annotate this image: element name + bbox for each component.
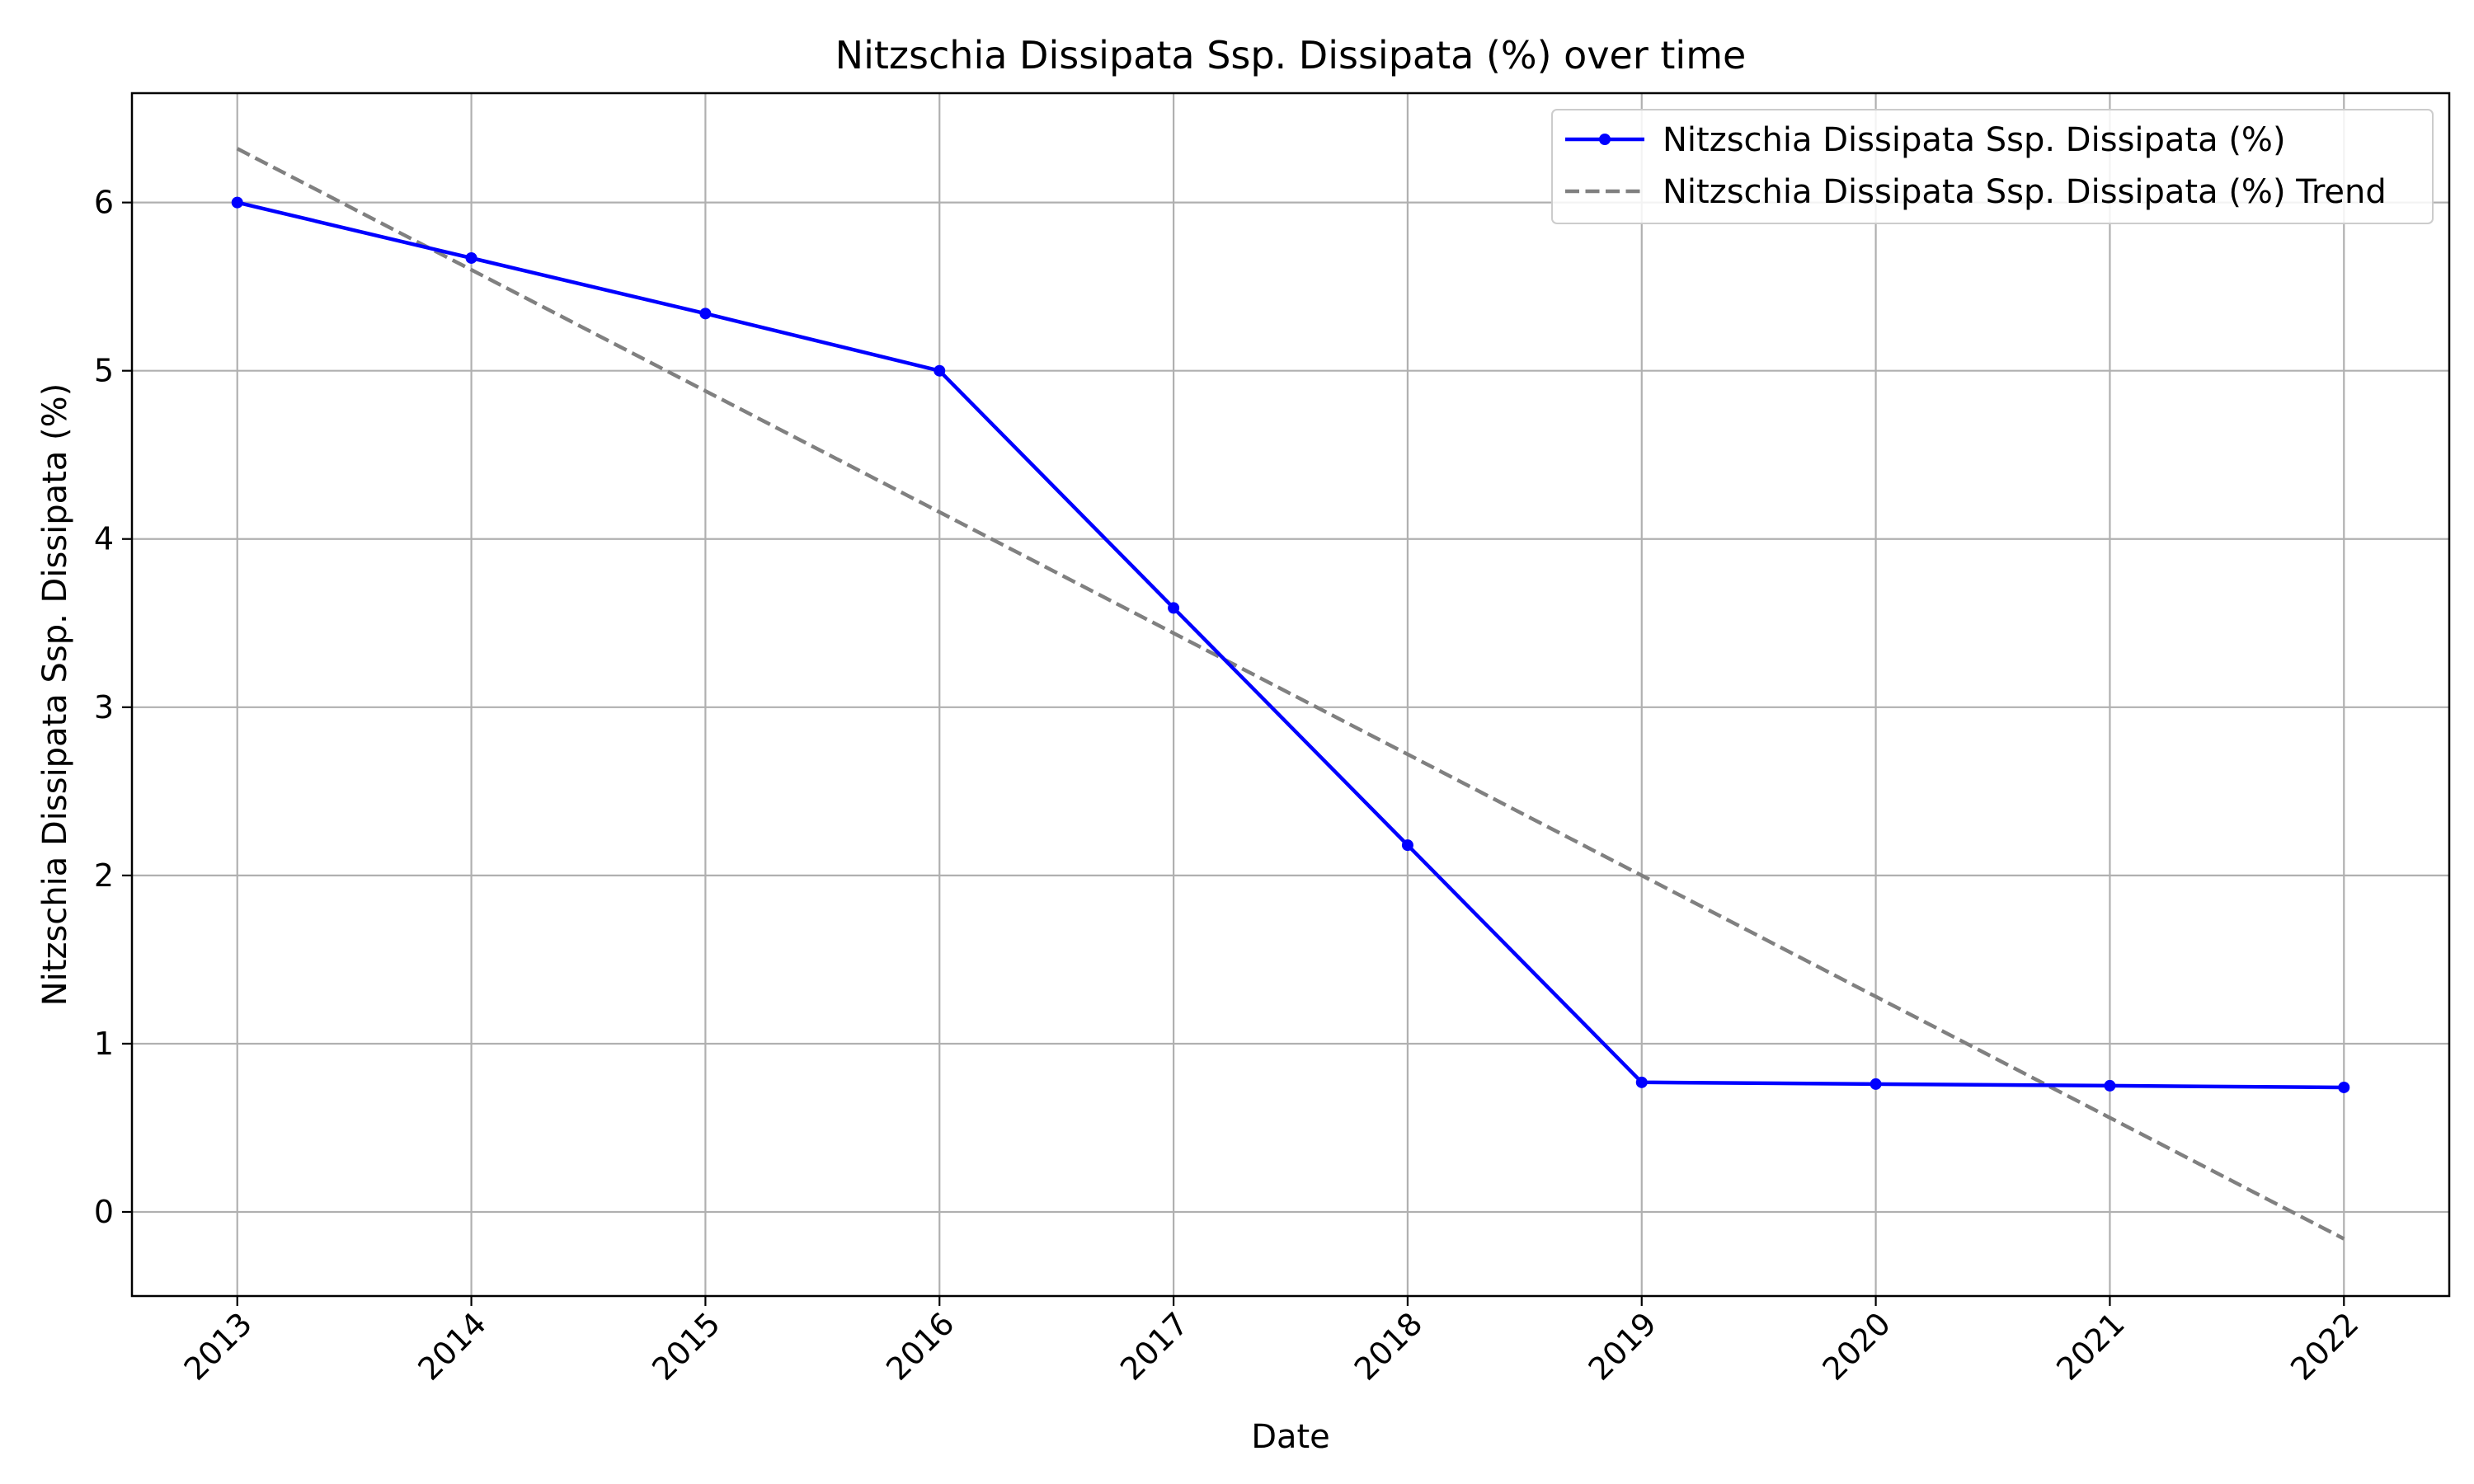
y-tick-label: 1 xyxy=(94,1026,114,1062)
y-tick-label: 4 xyxy=(94,521,114,557)
y-tick-label: 2 xyxy=(94,857,114,894)
y-tick-label: 0 xyxy=(94,1194,114,1230)
data-point xyxy=(465,251,477,264)
data-point xyxy=(2338,1081,2350,1093)
grid-lines xyxy=(132,93,2449,1296)
legend-marker-series xyxy=(1599,134,1611,145)
data-point xyxy=(2104,1079,2116,1092)
data-point xyxy=(1168,602,1180,614)
data-point xyxy=(1401,839,1413,852)
plot-frame xyxy=(130,92,2451,1298)
data-point xyxy=(231,196,243,209)
trend-line xyxy=(236,147,2345,1241)
y-axis-label: Nitzschia Dissipata Ssp. Dissipata (%) xyxy=(36,383,74,1007)
legend-label-series: Nitzschia Dissipata Ssp. Dissipata (%) xyxy=(1663,121,2286,159)
data-point xyxy=(934,364,946,377)
legend-label-trend: Nitzschia Dissipata Ssp. Dissipata (%) T… xyxy=(1663,173,2387,211)
data-point xyxy=(1635,1076,1648,1088)
y-tick-label: 3 xyxy=(94,689,114,726)
y-tick-label: 6 xyxy=(94,185,114,221)
chart-title: Nitzschia Dissipata Ssp. Dissipata (%) o… xyxy=(835,33,1747,77)
series-line xyxy=(237,200,2345,1090)
x-axis-label: Date xyxy=(1251,1418,1330,1456)
data-point xyxy=(699,308,712,320)
y-tick-label: 5 xyxy=(94,353,114,389)
legend: Nitzschia Dissipata Ssp. Dissipata (%) N… xyxy=(1551,109,2434,224)
legend-box xyxy=(1551,109,2434,224)
series-group xyxy=(231,147,2350,1241)
data-point xyxy=(1870,1078,1882,1090)
